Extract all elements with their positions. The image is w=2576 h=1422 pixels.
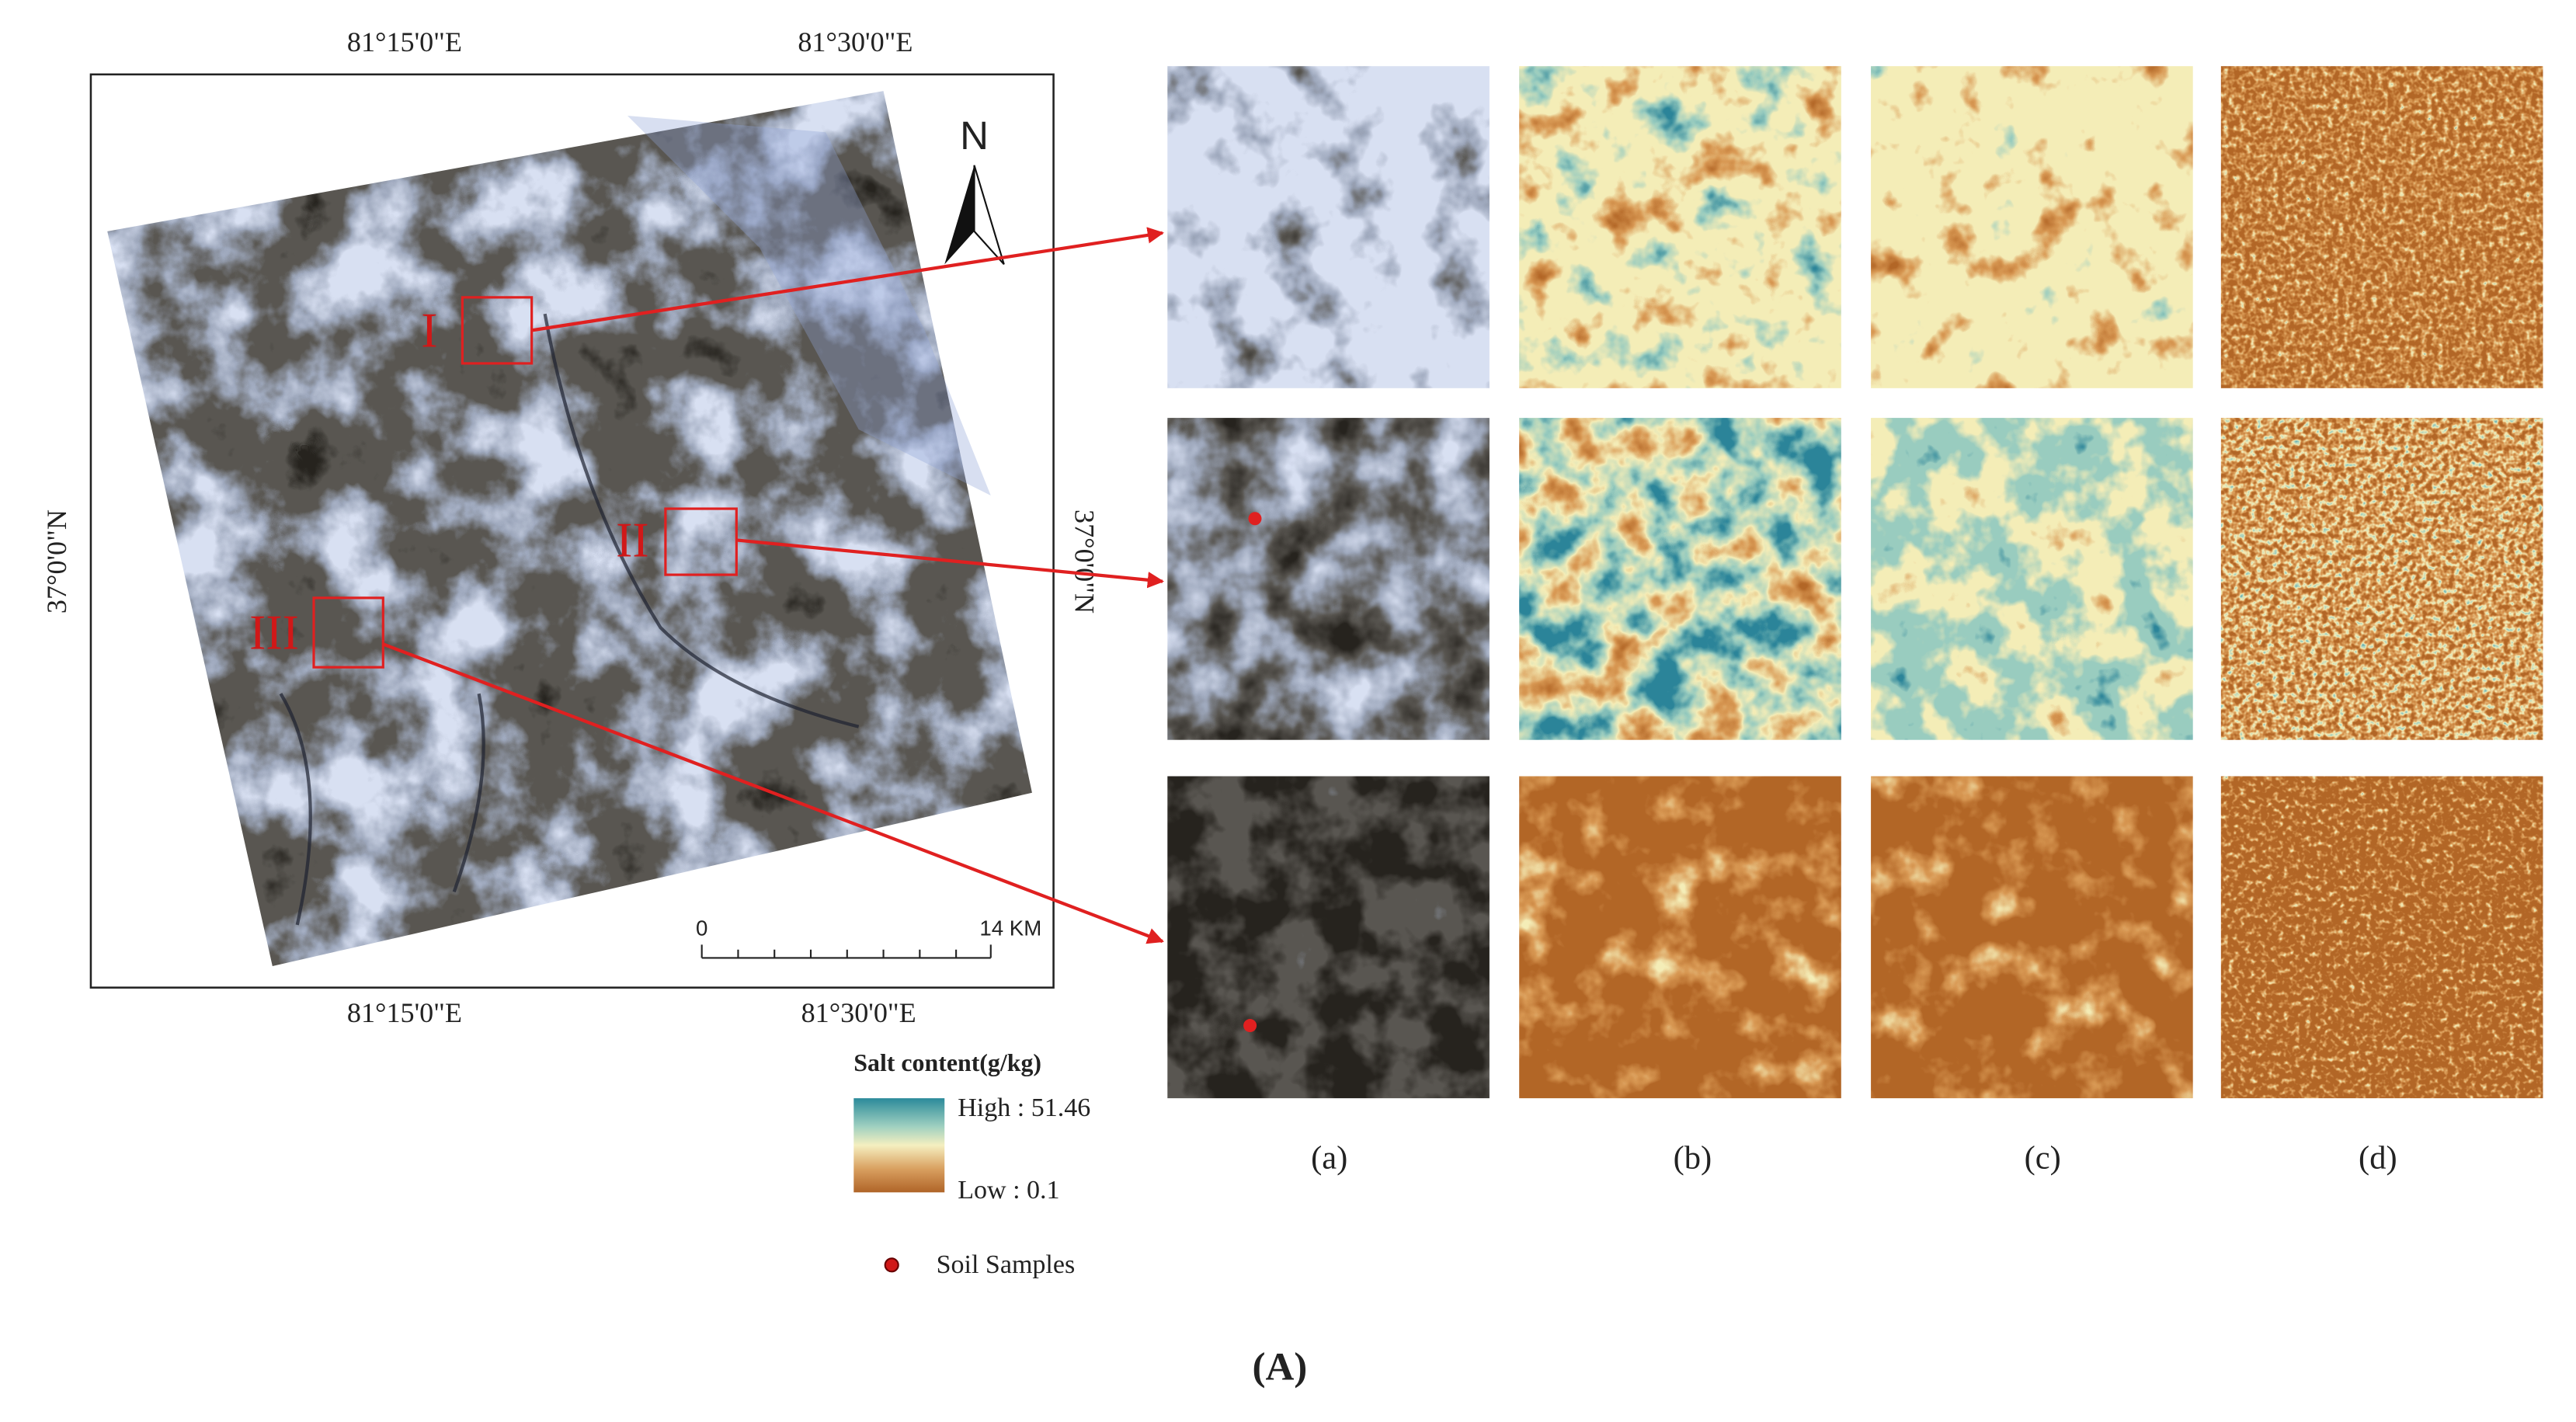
bright-area [627,115,991,496]
north-label: N [960,113,989,158]
region-label: I [421,302,437,357]
image-panel [2220,776,2543,1099]
image-panel [1167,776,1490,1099]
panel-label: (c) [2025,1140,2061,1177]
legend-ramp [853,1098,945,1193]
panel-label: (b) [1674,1140,1712,1177]
image-panel [1519,776,1841,1099]
panel-label: (a) [1311,1140,1347,1177]
image-panel [1167,66,1490,388]
legend-title: Salt content(g/kg) [853,1049,1041,1076]
scale-start: 0 [696,916,707,940]
image-panel [1871,776,2193,1099]
figure-label: (A) [1252,1346,1307,1389]
image-panel [1871,66,2193,388]
panel-label: (d) [2359,1140,2397,1177]
river [279,313,860,926]
image-panel [1167,418,1490,740]
coord-label: 81°15'0"E [347,997,462,1028]
region-label: III [249,605,299,660]
coord-label: 81°30'0"E [801,997,916,1028]
arrows [382,227,1165,944]
scale-end: 14 KM [979,916,1041,940]
image-panel [2220,66,2543,388]
legend-high: High : 51.46 [958,1093,1090,1122]
image-panel [1519,66,1841,388]
satellite-image [107,91,1032,967]
region-box [312,596,384,669]
soil-sample [1243,1019,1257,1033]
coord-label: 37°0'0"N [41,509,72,614]
soil-sample [1248,512,1262,526]
image-panel [1871,418,2193,740]
coord-label: 37°0'0"N [1069,509,1100,614]
image-panel [2220,418,2543,740]
coord-label: 81°30'0"E [798,26,913,57]
coord-label: 81°15'0"E [347,26,462,57]
region-label: II [616,512,648,567]
scale-bar [700,944,992,959]
legend-low: Low : 0.1 [958,1176,1059,1205]
legend-samples: Soil Samples [937,1250,1076,1279]
north-arrow [973,165,1005,266]
image-panel [1519,418,1841,740]
legend-sample-marker [884,1257,899,1273]
